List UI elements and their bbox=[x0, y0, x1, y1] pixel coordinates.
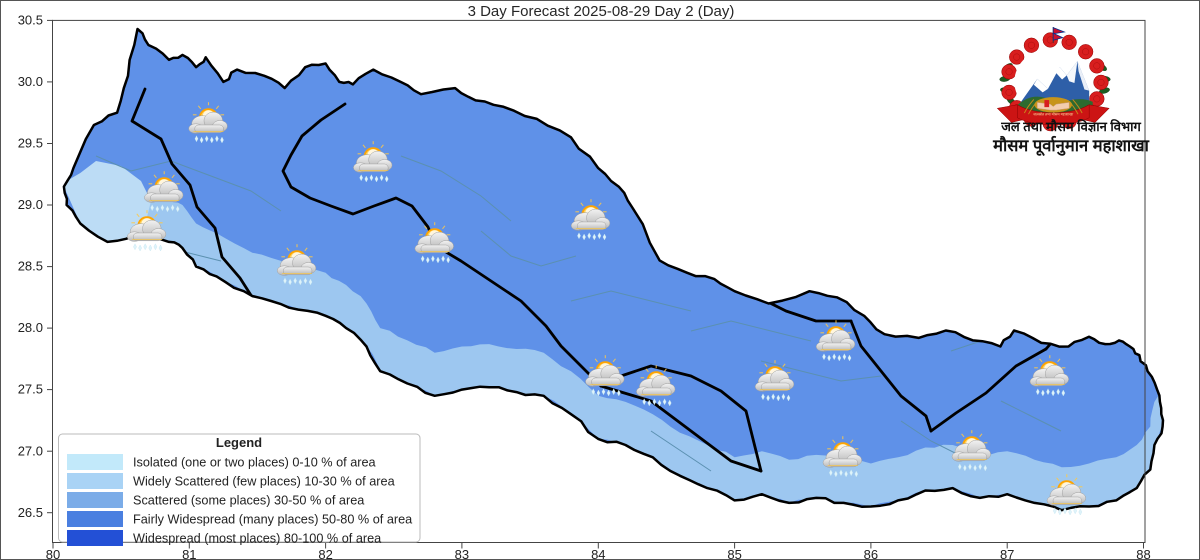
svg-text:26.5: 26.5 bbox=[18, 505, 43, 520]
svg-text:88: 88 bbox=[1136, 547, 1150, 560]
svg-text:28.5: 28.5 bbox=[18, 259, 43, 274]
svg-text:Fairly Widespread (many places: Fairly Widespread (many places) 50-80 % … bbox=[133, 513, 413, 527]
svg-text:28.0: 28.0 bbox=[18, 320, 43, 335]
svg-text:86: 86 bbox=[864, 547, 878, 560]
svg-text:Scattered (some places) 30-50: Scattered (some places) 30-50 % of area bbox=[133, 494, 365, 508]
svg-text:Widely Scattered (few places): Widely Scattered (few places) 10-30 % of… bbox=[133, 475, 396, 489]
svg-text:82: 82 bbox=[318, 547, 332, 560]
svg-text:30.5: 30.5 bbox=[18, 13, 43, 28]
svg-text:84: 84 bbox=[591, 547, 605, 560]
svg-text:83: 83 bbox=[455, 547, 469, 560]
svg-text:30.0: 30.0 bbox=[18, 74, 43, 89]
svg-text:27.5: 27.5 bbox=[18, 382, 43, 397]
svg-text:29.0: 29.0 bbox=[18, 197, 43, 212]
svg-text:29.5: 29.5 bbox=[18, 136, 43, 151]
svg-text:27.0: 27.0 bbox=[18, 443, 43, 458]
svg-text:87: 87 bbox=[1000, 547, 1014, 560]
svg-text:80: 80 bbox=[46, 547, 60, 560]
svg-text:Legend: Legend bbox=[216, 435, 262, 450]
svg-text:Isolated (one or two places): Isolated (one or two places) 0-10 % of a… bbox=[133, 456, 377, 470]
svg-text:Widespread (most places) 80-10: Widespread (most places) 80-100 % of are… bbox=[133, 532, 382, 546]
svg-text:81: 81 bbox=[182, 547, 196, 560]
svg-text:85: 85 bbox=[727, 547, 741, 560]
